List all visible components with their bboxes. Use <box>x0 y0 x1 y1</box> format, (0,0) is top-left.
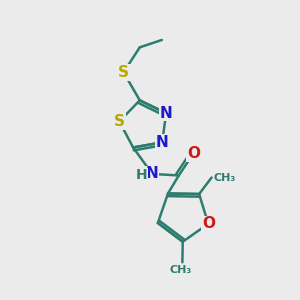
Text: H: H <box>136 168 148 182</box>
Text: S: S <box>118 65 129 80</box>
Text: N: N <box>146 167 159 182</box>
Text: N: N <box>160 106 172 121</box>
Text: O: O <box>202 216 215 231</box>
Text: CH₃: CH₃ <box>214 172 236 183</box>
Text: S: S <box>114 114 125 129</box>
Text: N: N <box>156 135 169 150</box>
Text: O: O <box>187 146 200 161</box>
Text: CH₃: CH₃ <box>170 265 192 275</box>
